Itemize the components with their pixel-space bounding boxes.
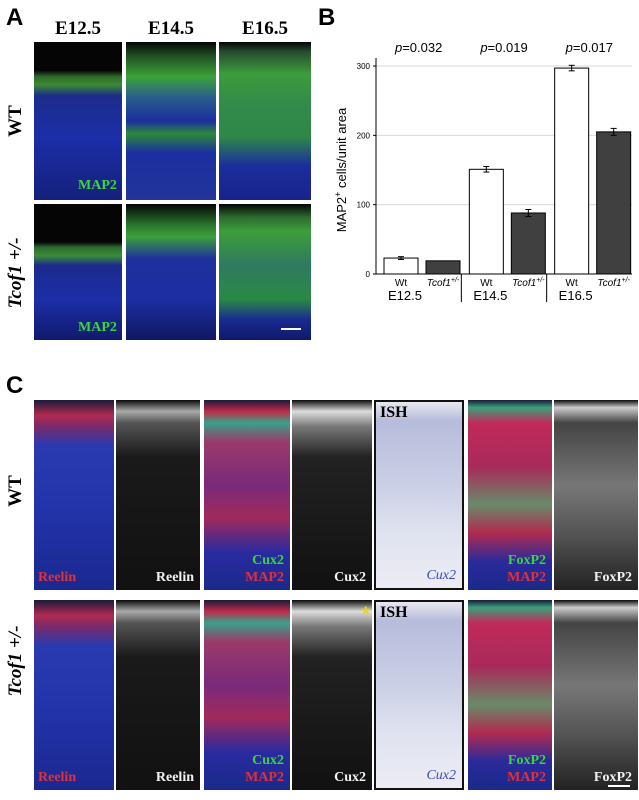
series-label-wt: Wt [480, 278, 492, 289]
micrograph-c-wt-7: FoxP2 [554, 400, 638, 590]
y-tick-label: 100 [357, 201, 371, 210]
y-axis-label: MAP2+ cells/unit area [333, 107, 349, 232]
stain-label-reelin: Reelin [38, 770, 77, 785]
micrograph-c-wt-4: Cux2 [292, 400, 372, 590]
stain-label-foxp2: FoxP2 [593, 570, 632, 585]
row-label-wt: WT [5, 105, 26, 137]
micrograph-a-tcof1-e16-5 [219, 204, 311, 340]
bar [383, 257, 419, 275]
ish-label: ISH [380, 604, 408, 621]
p-value: p=0.017 [565, 40, 613, 55]
stain-label-cux2: Cux2 [252, 553, 284, 568]
micrograph-a-wt-e14-5 [126, 42, 216, 200]
bar-chart: 0 100 200 300 MAP2+ cells/unit area Wt Tcof1+/… [333, 40, 632, 303]
micrograph-c-tcof1-4: Cux2 * [292, 600, 372, 790]
y-tick-label: 200 [357, 131, 371, 140]
panel-b-label: B [318, 4, 336, 31]
micrograph-c-wt-6: FoxP2 MAP2 [468, 400, 552, 590]
stain-label-reelin: Reelin [38, 570, 77, 585]
bar [468, 168, 504, 275]
stain-label-map2: MAP2 [507, 570, 546, 585]
stain-label-map2: MAP2 [245, 770, 284, 785]
stain-label-cux2: Cux2 [334, 570, 366, 585]
map2-label: MAP2 [78, 320, 117, 335]
micrograph-c-wt-5: ISH Cux2 [374, 400, 464, 590]
p-value: p=0.019 [479, 40, 527, 55]
micrograph-a-tcof1-e12-5: MAP2 [34, 204, 122, 340]
col-header-e14-5: E14.5 [148, 18, 194, 39]
stain-label-foxp2: FoxP2 [507, 753, 546, 768]
group-label: E14.5 [473, 288, 507, 303]
row-label-c-wt: WT [5, 475, 26, 507]
stain-label-cux2: Cux2 [252, 753, 284, 768]
series-label-wt: Wt [395, 278, 407, 289]
micrograph-c-tcof1-2: Reelin [116, 600, 200, 790]
bar [425, 260, 461, 275]
col-header-e16-5: E16.5 [242, 18, 288, 39]
micrograph-c-tcof1-1: Reelin [34, 600, 114, 790]
group-label: E16.5 [559, 288, 593, 303]
micrograph-a-wt-e12-5: MAP2 [34, 42, 122, 200]
micrograph-c-tcof1-5: ISH Cux2 [374, 600, 464, 790]
p-value: p=0.032 [394, 40, 442, 55]
ish-label: ISH [380, 404, 408, 421]
panel-a-label: A [6, 4, 24, 31]
map2-label: MAP2 [78, 178, 117, 193]
stain-label-cux2: Cux2 [334, 770, 366, 785]
stain-label-map2: MAP2 [245, 570, 284, 585]
y-tick-label: 300 [357, 62, 371, 71]
asterisk-marker: * [361, 602, 370, 627]
micrograph-a-wt-e16-5 [219, 42, 311, 200]
scale-bar [608, 785, 630, 787]
stain-label-map2: MAP2 [507, 770, 546, 785]
row-label-c-tcof1: Tcof1 +/- [5, 623, 27, 699]
stain-label-reelin: Reelin [155, 570, 194, 585]
micrograph-c-tcof1-7: FoxP2 [554, 600, 638, 790]
stain-label-foxp2: FoxP2 [507, 553, 546, 568]
bar [596, 131, 632, 275]
bar [554, 67, 590, 275]
row-label-tcof1: Tcof1 +/- [5, 235, 27, 311]
stain-label-reelin: Reelin [155, 770, 194, 785]
row-label-tcof1-text: Tcof1 +/- [5, 237, 26, 309]
micrograph-c-wt-3: Cux2 MAP2 [204, 400, 290, 590]
micrograph-c-wt-1: Reelin [34, 400, 114, 590]
row-label-c-tcof1-text: Tcof1 +/- [5, 625, 26, 697]
stain-label-foxp2: FoxP2 [593, 770, 632, 785]
bar [510, 212, 546, 275]
series-label-wt: Wt [566, 278, 578, 289]
stain-label-cux2: Cux2 [426, 568, 456, 583]
micrograph-c-tcof1-3: Cux2 MAP2 [204, 600, 290, 790]
series-label-tcof1: Tcof1+/- [597, 277, 630, 289]
micrograph-c-wt-2: Reelin [116, 400, 200, 590]
group-label: E12.5 [388, 288, 422, 303]
scale-bar [281, 328, 301, 330]
panel-c-label: C [6, 372, 24, 399]
y-tick-label: 0 [366, 270, 371, 279]
stain-label-cux2: Cux2 [426, 768, 456, 783]
col-header-e12-5: E12.5 [55, 18, 101, 39]
micrograph-c-tcof1-6: FoxP2 MAP2 [468, 600, 552, 790]
series-label-tcof1: Tcof1+/- [427, 277, 460, 289]
micrograph-a-tcof1-e14-5 [126, 204, 216, 340]
series-label-tcof1: Tcof1+/- [512, 277, 545, 289]
